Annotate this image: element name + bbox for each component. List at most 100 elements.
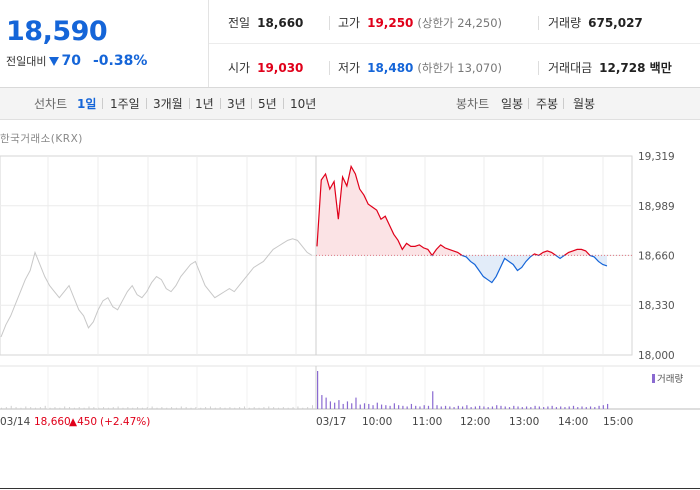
tab-5years[interactable]: 5년 bbox=[258, 97, 277, 111]
y-tick-label: 18,000 bbox=[638, 350, 675, 362]
volume-bar-prev bbox=[25, 406, 27, 409]
y-tick-label: 18,330 bbox=[638, 300, 675, 312]
volume-bar-today bbox=[525, 406, 528, 409]
stat-volume: 거래량 675,027 bbox=[548, 14, 643, 31]
stat-label: 거래대금 bbox=[548, 61, 593, 75]
volume-bar-prev bbox=[141, 407, 143, 409]
volume-legend-swatch bbox=[652, 374, 655, 383]
y-tick-label: 18,660 bbox=[638, 250, 675, 262]
volume-bar-prev bbox=[234, 407, 236, 409]
volume-bar-prev bbox=[10, 405, 12, 409]
tab-1week[interactable]: 1주일 bbox=[110, 97, 140, 111]
divider bbox=[251, 98, 252, 109]
tab-daily-candle[interactable]: 일봉 bbox=[501, 97, 524, 111]
volume-bar-prev bbox=[263, 407, 265, 409]
volume-bar-prev bbox=[93, 407, 95, 409]
prev-day-close: 18,660 bbox=[34, 416, 71, 428]
divider bbox=[563, 98, 564, 109]
volume-bar-prev bbox=[54, 407, 56, 409]
volume-bar-prev bbox=[258, 407, 260, 409]
stat-low: 저가 18,480 (하한가 13,070) bbox=[338, 59, 502, 76]
volume-bar-today bbox=[346, 401, 349, 409]
volume-bar-today bbox=[351, 403, 353, 409]
volume-bar-today bbox=[602, 405, 604, 409]
volume-bar-prev bbox=[190, 407, 192, 409]
volume-bar-today bbox=[432, 391, 434, 409]
volume-bar-today bbox=[568, 406, 570, 409]
volume-bar-prev bbox=[166, 407, 168, 409]
volume-bar-today bbox=[466, 405, 468, 409]
volume-bar-prev bbox=[239, 407, 241, 409]
volume-bar-prev bbox=[20, 407, 22, 409]
volume-bar-today bbox=[380, 404, 383, 409]
tab-3months[interactable]: 3개월 bbox=[153, 97, 183, 111]
volume-bar-prev bbox=[253, 407, 255, 409]
stat-label: 저가 bbox=[338, 61, 361, 75]
volume-bar-prev bbox=[30, 407, 32, 409]
volume-bar-today bbox=[402, 405, 404, 409]
volume-bar-prev bbox=[83, 407, 85, 409]
volume-bar-prev bbox=[185, 407, 187, 409]
volume-bar-today bbox=[560, 406, 562, 409]
volume-bar-today bbox=[607, 403, 609, 409]
volume-bar-today bbox=[423, 405, 425, 409]
data-source: 한국거래소(KRX) bbox=[0, 133, 83, 145]
volume-bar-today bbox=[585, 407, 587, 409]
volume-bar-prev bbox=[98, 407, 100, 409]
divider bbox=[189, 98, 190, 109]
tab-10years[interactable]: 10년 bbox=[290, 97, 317, 111]
stat-value: 12,728 백만 bbox=[599, 61, 672, 75]
volume-bar-today bbox=[564, 407, 566, 409]
volume-bar-today bbox=[581, 406, 583, 409]
divider bbox=[528, 98, 529, 109]
stat-label: 시가 bbox=[228, 61, 251, 75]
tab-1day[interactable]: 1일 bbox=[77, 97, 97, 111]
divider bbox=[329, 16, 330, 30]
x-tick-label: 11:00 bbox=[412, 416, 442, 428]
stat-label: 거래량 bbox=[548, 16, 582, 30]
volume-bar-today bbox=[325, 397, 327, 409]
volume-bar-today bbox=[449, 406, 451, 409]
volume-bar-prev bbox=[1, 407, 2, 409]
volume-bar-prev bbox=[69, 407, 71, 409]
volume-bar-prev bbox=[151, 406, 153, 409]
volume-bar-prev bbox=[117, 406, 119, 409]
volume-bar-today bbox=[376, 402, 378, 409]
volume-bar-prev bbox=[282, 407, 284, 409]
divider bbox=[102, 98, 103, 109]
stat-value: 19,250 bbox=[367, 16, 414, 30]
price-box: 18,590 전일대비 70 -0.38% bbox=[0, 0, 209, 87]
volume-bar-today bbox=[474, 406, 476, 409]
volume-bar-today bbox=[504, 406, 506, 409]
volume-bar-prev bbox=[137, 407, 139, 409]
volume-bar-prev bbox=[229, 407, 231, 409]
stat-amount: 거래대금 12,728 백만 bbox=[548, 59, 672, 76]
volume-bar-prev bbox=[127, 407, 129, 409]
summary-panel: 18,590 전일대비 70 -0.38% 전일 18,660 고가 19,250(… bbox=[0, 0, 700, 88]
volume-bar-prev bbox=[59, 407, 61, 409]
volume-bar-today bbox=[453, 407, 455, 409]
volume-bar-prev bbox=[64, 406, 66, 409]
volume-bar-prev bbox=[209, 406, 211, 409]
divider bbox=[146, 98, 147, 109]
volume-bar-prev bbox=[44, 405, 46, 409]
volume-bar-prev bbox=[277, 407, 279, 409]
volume-bar-today bbox=[415, 405, 417, 409]
change-value: 70 bbox=[61, 53, 81, 69]
divider bbox=[538, 16, 539, 30]
series-line-prev-day bbox=[0, 238, 313, 338]
divider bbox=[329, 61, 330, 75]
tab-3years[interactable]: 3년 bbox=[227, 97, 246, 111]
tab-monthly-candle[interactable]: 월봉 bbox=[573, 97, 596, 111]
volume-bar-today bbox=[513, 405, 515, 409]
tab-1year[interactable]: 1년 bbox=[195, 97, 214, 111]
volume-bar-prev bbox=[287, 407, 289, 409]
volume-bar-prev bbox=[73, 407, 75, 409]
volume-bar-prev bbox=[107, 407, 109, 409]
volume-bar-today bbox=[551, 405, 553, 409]
volume-bar-today bbox=[543, 407, 545, 409]
stat-value: 19,030 bbox=[257, 61, 304, 75]
tab-weekly-candle[interactable]: 주봉 bbox=[536, 97, 559, 111]
x-tick-label: 15:00 bbox=[603, 416, 633, 428]
